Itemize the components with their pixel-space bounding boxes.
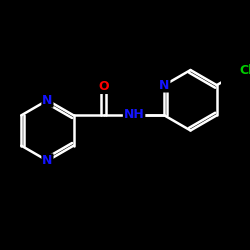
Text: N: N <box>42 94 52 107</box>
Text: N: N <box>42 154 52 167</box>
Text: NH: NH <box>124 108 144 121</box>
Text: O: O <box>98 80 109 93</box>
Text: N: N <box>159 79 170 92</box>
Text: Cl: Cl <box>239 64 250 76</box>
